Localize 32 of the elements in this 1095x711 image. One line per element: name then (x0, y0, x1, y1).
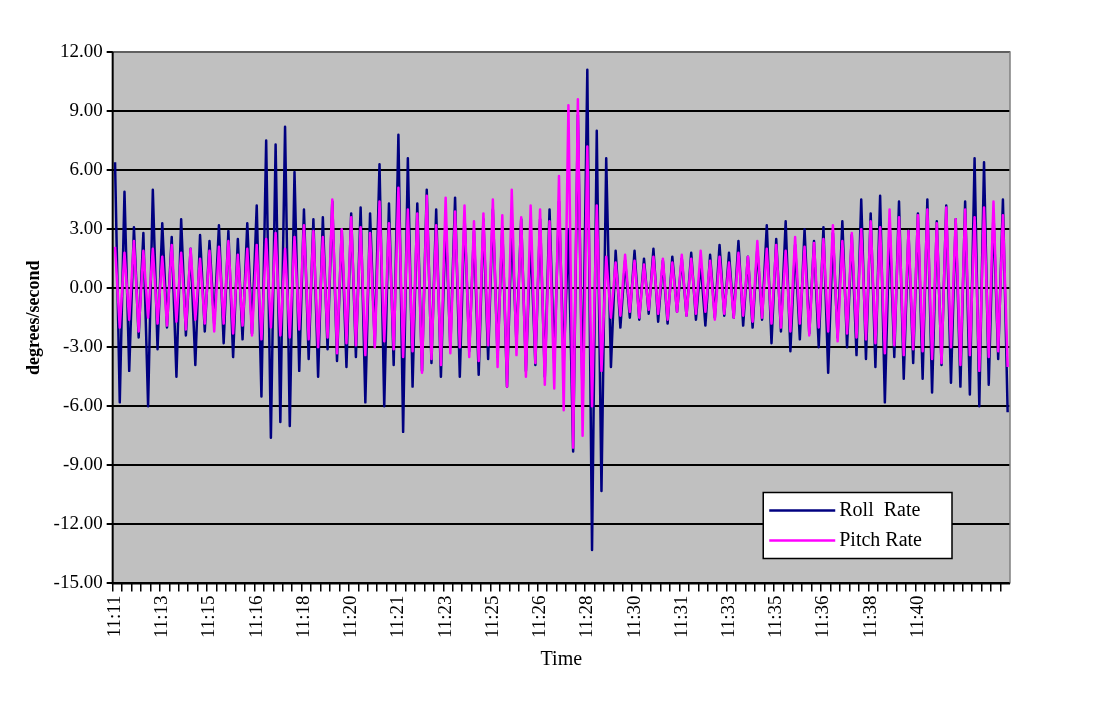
x-tick-label: 11:40 (905, 595, 927, 638)
x-tick-label: 11:26 (528, 595, 550, 638)
y-tick-label: -12.00 (53, 512, 103, 534)
x-tick-label: 11:15 (197, 595, 219, 638)
x-tick-label: 11:13 (150, 595, 172, 638)
x-tick-label: 11:25 (480, 595, 502, 638)
x-tick-label: 11:38 (858, 595, 880, 638)
x-tick-label: 11:28 (575, 595, 597, 638)
x-tick-label: 11:35 (764, 595, 786, 638)
legend-label: Roll Rate (839, 497, 921, 520)
y-tick-label: 0.00 (69, 276, 103, 298)
x-tick-label: 11:33 (716, 595, 738, 638)
x-tick-label: 11:16 (244, 595, 266, 638)
x-tick-label: 11:20 (339, 595, 361, 638)
y-tick-label: -15.00 (53, 571, 103, 593)
y-tick-label: -6.00 (63, 394, 103, 416)
x-tick-label: 11:30 (622, 595, 644, 638)
y-tick-label: 3.00 (69, 217, 103, 239)
y-tick-label: -3.00 (63, 335, 103, 357)
x-tick-label: 11:11 (103, 595, 125, 638)
x-axis-title: Time (540, 647, 583, 670)
y-tick-label: 12.00 (59, 39, 103, 61)
x-tick-label: 11:21 (386, 595, 408, 638)
legend-label: Pitch Rate (839, 527, 923, 550)
x-tick-label: 11:31 (669, 595, 691, 638)
y-tick-label: -9.00 (63, 453, 103, 475)
y-tick-label: 9.00 (69, 99, 103, 121)
x-tick-label: 11:36 (811, 595, 833, 638)
x-tick-label: 11:18 (291, 595, 313, 638)
y-axis-title: degrees/second (23, 260, 44, 376)
x-tick-label: 11:23 (433, 595, 455, 638)
y-tick-label: 6.00 (69, 158, 103, 180)
